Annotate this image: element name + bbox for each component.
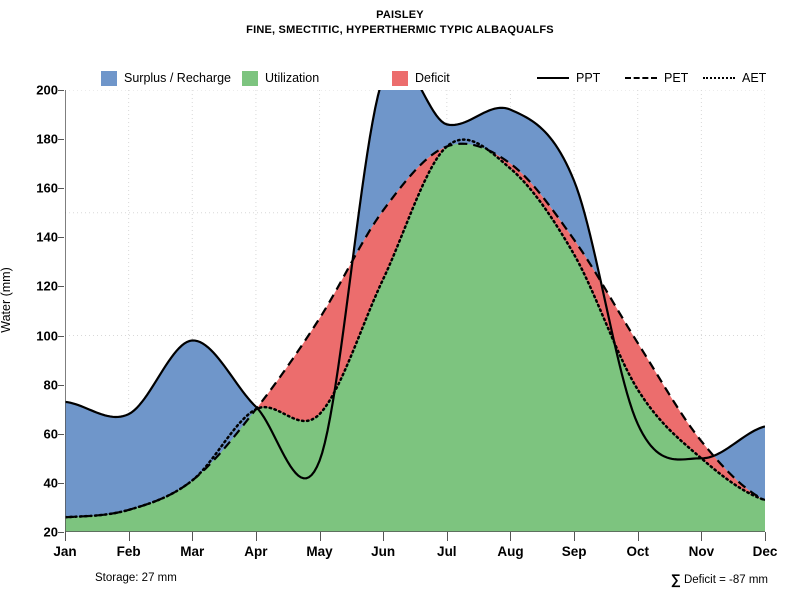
legend-label-surplus: Surplus / Recharge (124, 71, 232, 85)
legend-item-aet: AET (703, 68, 766, 88)
x-tick-mark-Aug (510, 532, 512, 541)
y-tick-label-120: 120 (36, 278, 58, 294)
x-tick-label-Dec: Dec (752, 544, 778, 559)
x-tick-label-Jun: Jun (371, 544, 396, 559)
y-tick-mark-20 (58, 532, 64, 533)
legend-item-surplus: Surplus / Recharge (101, 68, 231, 88)
x-axis-ticks: Jan Feb Mar Apr May Jun Jul Aug Sep Oct Nov Dec (53, 532, 777, 572)
y-tick-mark-160 (58, 188, 64, 190)
x-tick-mark-Sep (574, 532, 576, 541)
surplus-swatch (101, 70, 117, 86)
x-tick-mark-Nov (701, 532, 703, 541)
x-tick-label-Jul: Jul (437, 544, 457, 559)
y-tick-label-200: 200 (36, 82, 58, 98)
y-tick-mark-100 (58, 335, 64, 337)
y-tick-label-20: 20 (43, 524, 58, 540)
plot-area (65, 90, 765, 532)
pet-line (65, 142, 765, 519)
legend-item-deficit: Deficit (392, 68, 450, 88)
y-tick-mark-180 (58, 139, 64, 141)
legend-label-deficit: Deficit (415, 71, 450, 85)
y-tick-mark-120 (58, 286, 64, 288)
title-line-1: PAISLEY (376, 9, 424, 21)
deficit-swatch (392, 70, 408, 86)
storage-note: Storage: 27 mm (95, 572, 177, 584)
deficit-sum-text: Deficit = -87 mm (683, 574, 768, 586)
y-tick-label-160: 160 (36, 180, 58, 196)
y-tick-mark-200 (58, 90, 64, 91)
y-tick-label-100: 100 (36, 328, 58, 344)
x-tick-mark-Dec (765, 532, 766, 541)
legend-label-aet: AET (742, 71, 767, 85)
x-tick-label-Apr: Apr (244, 544, 268, 559)
y-tick-mark-80 (58, 384, 64, 386)
y-tick-label-60: 60 (43, 426, 58, 442)
x-tick-mark-Jul (446, 532, 448, 541)
legend-item-pet: PET (625, 68, 688, 88)
water-balance-plot (65, 90, 765, 532)
x-tick-mark-Feb (128, 532, 130, 541)
utilization-swatch (242, 70, 258, 86)
chart-legend: Surplus / Recharge Utilization Deficit P… (0, 68, 800, 88)
x-tick-label-Nov: Nov (688, 544, 715, 559)
x-tick-label-Jan: Jan (53, 544, 77, 559)
x-tick-label-Aug: Aug (497, 544, 524, 559)
chart-title: PAISLEY FINE, SMECTITIC, HYPERTHERMIC TY… (0, 8, 800, 38)
y-tick-label-140: 140 (36, 229, 58, 245)
y-tick-label-180: 180 (36, 131, 58, 147)
x-tick-mark-Mar (192, 532, 194, 541)
deficit-sum-note: ∑ Deficit = -87 mm (671, 571, 768, 587)
x-tick-label-May: May (306, 544, 333, 559)
legend-item-utilization: Utilization (242, 68, 319, 88)
x-tick-mark-Apr (255, 532, 257, 541)
x-tick-label-Mar: Mar (180, 544, 205, 559)
sigma-icon: ∑ (670, 571, 681, 587)
utilization-area (65, 139, 765, 532)
legend-item-ppt: PPT (537, 68, 600, 88)
surplus-area (65, 90, 765, 518)
ppt-line (65, 90, 765, 480)
y-tick-mark-60 (58, 433, 64, 435)
x-tick-label-Feb: Feb (116, 544, 141, 559)
title-line-2: FINE, SMECTITIC, HYPERTHERMIC TYPIC ALBA… (246, 24, 554, 36)
deficit-area (258, 147, 760, 499)
x-tick-mark-Jan (65, 532, 66, 541)
x-tick-label-Oct: Oct (626, 544, 649, 559)
x-tick-mark-Oct (637, 532, 639, 541)
y-tick-mark-140 (58, 237, 64, 239)
legend-label-ppt: PPT (576, 71, 601, 85)
y-axis-ticks: 20 40 60 80 100 120 140 160 180 200 (0, 83, 64, 540)
legend-label-pet: PET (664, 71, 689, 85)
x-tick-mark-May (319, 532, 321, 541)
y-tick-mark-40 (58, 482, 64, 484)
y-tick-label-40: 40 (43, 475, 58, 491)
y-tick-label-80: 80 (43, 377, 58, 393)
legend-label-utilization: Utilization (265, 71, 320, 85)
x-tick-label-Sep: Sep (561, 544, 587, 559)
x-tick-mark-Jun (383, 532, 385, 541)
